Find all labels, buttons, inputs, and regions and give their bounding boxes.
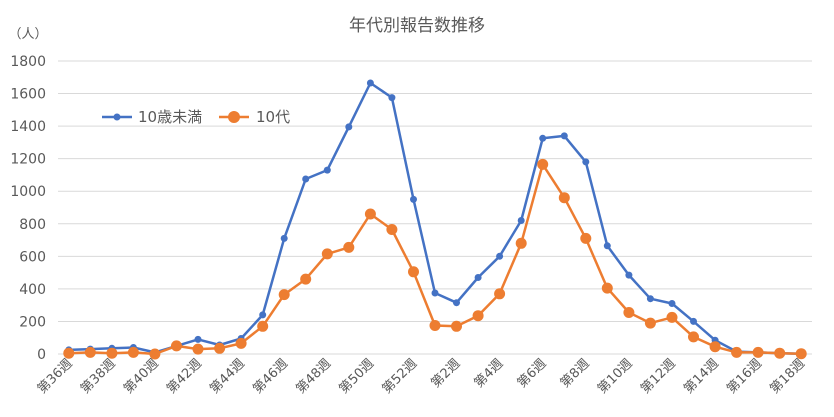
y-tick-label: 400 <box>19 282 46 298</box>
data-point-series-2 <box>386 224 398 235</box>
data-point-series-2 <box>63 347 75 359</box>
legend-label-series-1: 10歳未満 <box>138 108 202 126</box>
data-point-series-1 <box>345 123 353 131</box>
y-tick-label: 1000 <box>10 184 46 200</box>
data-point-series-1 <box>388 94 396 102</box>
data-point-series-2 <box>321 248 333 260</box>
data-point-series-2 <box>343 241 355 253</box>
x-tick-label: 第10週 <box>595 356 636 397</box>
legend-item-series-1: 10歳未満 <box>102 108 202 126</box>
legend-marker-series-2 <box>228 111 240 123</box>
data-point-series-1 <box>603 242 611 250</box>
x-tick-label: 第40週 <box>121 356 162 397</box>
data-point-series-2 <box>171 340 182 352</box>
data-point-series-2 <box>106 347 118 359</box>
y-tick-label: 1200 <box>10 152 46 168</box>
data-point-series-2 <box>709 341 721 353</box>
x-tick-label: 第52週 <box>380 356 421 397</box>
x-tick-label: 第50週 <box>337 356 378 397</box>
data-point-series-2 <box>580 232 592 244</box>
data-point-series-2 <box>494 288 506 300</box>
y-tick-label: 1600 <box>10 87 46 103</box>
legend-label-series-2: 10代 <box>256 108 290 126</box>
data-point-series-1 <box>690 317 697 325</box>
x-tick-label: 第12週 <box>638 356 679 397</box>
data-point-series-1 <box>280 234 288 242</box>
data-point-series-1 <box>646 295 654 303</box>
x-tick-label: 第6週 <box>515 356 550 391</box>
data-point-series-1 <box>474 274 482 281</box>
data-point-series-2 <box>623 307 635 318</box>
data-point-series-2 <box>192 343 204 355</box>
data-point-series-1 <box>517 217 525 224</box>
data-point-series-2 <box>235 337 247 349</box>
data-point-series-1 <box>539 134 547 142</box>
data-point-series-2 <box>472 310 484 322</box>
gridlines <box>58 60 812 355</box>
y-axis-unit: （人） <box>8 27 47 42</box>
data-point-series-2 <box>731 346 743 358</box>
data-point-series-2 <box>127 346 139 358</box>
x-tick-labels: 第36週 第38週 第40週 第42週 第44週 第46週 第48週 第50週 第52週 第2週第… <box>35 356 808 397</box>
x-tick-label: 第42週 <box>164 356 205 397</box>
y-tick-label: 1800 <box>10 54 46 70</box>
y-tick-label: 200 <box>19 314 46 330</box>
data-point-series-1 <box>453 299 460 307</box>
data-point-series-1 <box>323 166 331 174</box>
x-tick-label: 第4週 <box>472 356 507 391</box>
y-tick-label: 800 <box>19 217 46 233</box>
data-point-series-2 <box>214 342 226 354</box>
x-tick-label: 第46週 <box>250 356 291 397</box>
y-tick-label: 1400 <box>10 119 46 135</box>
data-point-series-2 <box>558 192 570 204</box>
data-point-series-1 <box>410 195 417 203</box>
x-tick-label: 第18週 <box>767 356 808 397</box>
data-point-series-2 <box>408 266 419 278</box>
legend-marker-series-1 <box>113 113 121 121</box>
data-point-series-1 <box>668 300 676 307</box>
data-point-series-2 <box>364 208 376 220</box>
data-point-series-2 <box>644 317 656 329</box>
data-point-series-1 <box>496 252 504 260</box>
data-point-series-1 <box>302 175 310 183</box>
data-point-series-2 <box>601 282 613 294</box>
data-point-series-1 <box>259 311 267 319</box>
data-point-series-2 <box>688 331 699 343</box>
data-point-series-2 <box>451 320 462 332</box>
data-point-series-2 <box>515 237 527 249</box>
series-2 <box>63 158 807 360</box>
data-point-series-2 <box>300 273 312 285</box>
data-point-series-1 <box>366 79 374 87</box>
data-point-series-1 <box>625 271 633 279</box>
data-point-series-2 <box>752 346 764 358</box>
series-layer <box>63 79 807 360</box>
data-point-series-1 <box>582 158 590 166</box>
x-tick-label: 第38週 <box>78 356 119 397</box>
data-point-series-2 <box>795 348 807 360</box>
data-point-series-2 <box>84 346 96 358</box>
data-point-series-2 <box>666 311 678 323</box>
x-tick-label: 第48週 <box>293 356 334 397</box>
data-point-series-1 <box>194 335 202 343</box>
y-tick-labels: 0 200 400 600 800 1000 1200 1400 1600 1800 <box>10 54 46 363</box>
legend-item-series-2: 10代 <box>219 108 290 126</box>
x-tick-label: 第2週 <box>429 356 464 391</box>
data-point-series-1 <box>560 132 568 140</box>
x-tick-label: 第14週 <box>681 356 722 397</box>
data-point-series-2 <box>774 347 786 359</box>
y-tick-label: 0 <box>37 347 46 363</box>
data-point-series-2 <box>278 289 290 301</box>
x-tick-label: 第8週 <box>558 356 593 391</box>
data-point-series-1 <box>431 289 439 297</box>
data-point-series-2 <box>537 158 549 170</box>
x-tick-label: 第44週 <box>207 356 248 397</box>
data-point-series-2 <box>257 320 269 332</box>
data-point-series-2 <box>429 320 441 331</box>
legend: 10歳未満 10代 <box>102 108 290 126</box>
x-tick-label: 第16週 <box>724 356 765 397</box>
data-point-series-2 <box>149 348 161 360</box>
chart-title: 年代別報告数推移 <box>349 16 485 36</box>
y-tick-label: 600 <box>19 249 46 265</box>
